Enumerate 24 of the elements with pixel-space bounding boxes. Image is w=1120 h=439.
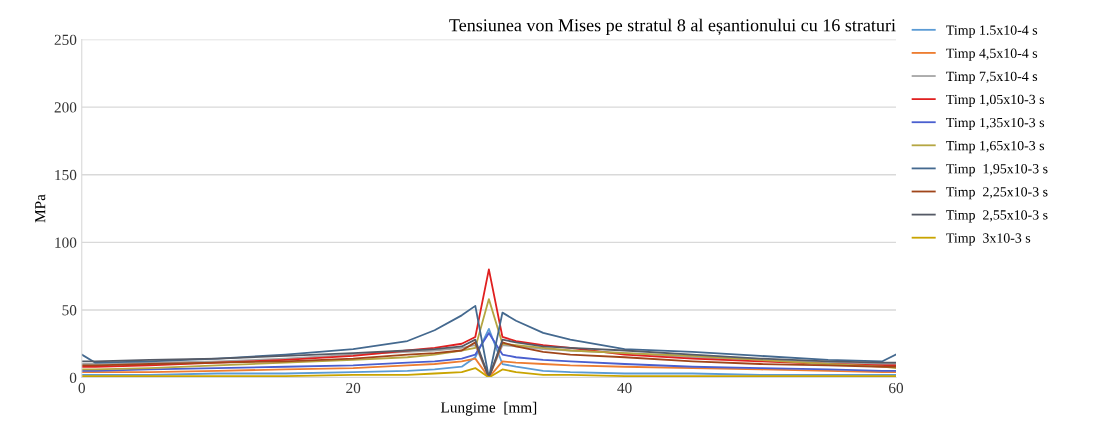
legend-label: Timp 2,25x10-3 s (946, 187, 1048, 200)
legend-label: Timp 1,35x10-3 s (946, 117, 1045, 131)
legend-label: Timp 2,55x10-3 s (946, 210, 1048, 223)
x-tick-label: 40 (617, 382, 632, 394)
legend-label: Timp 1.5x10-4 s (946, 25, 1038, 38)
x-tick-label: 20 (346, 382, 361, 394)
legend-label: Timp 1,95x10-3 s (946, 164, 1048, 177)
x-tick-label: 0 (78, 382, 85, 394)
legend-label: Timp 1,65x10-3 s (946, 140, 1045, 154)
y-tick-label: 250 (54, 34, 77, 45)
x-axis-title: Lungime [mm] (440, 401, 537, 416)
legend-label: Timp 3x10-3 s (946, 233, 1031, 246)
y-tick-label: 50 (62, 305, 77, 316)
legend-label: Timp 7,5x10-4 s (946, 71, 1038, 84)
y-axis-title: MPa (35, 194, 46, 223)
legend-label: Timp 1,05x10-3 s (946, 94, 1045, 107)
x-tick-label: 60 (889, 382, 904, 394)
line-series (81, 298, 896, 371)
chart-title: Tensiunea von Mises pe stratul 8 al eșantionului cu 16 straturi (449, 18, 896, 36)
y-tick-label: 200 (54, 102, 77, 113)
y-tick-label: 0 (69, 372, 77, 383)
y-tick-label: 100 (55, 237, 77, 248)
y-tick-label: 150 (55, 169, 77, 181)
legend-label: Timp 4,5x10-4 s (946, 48, 1038, 61)
